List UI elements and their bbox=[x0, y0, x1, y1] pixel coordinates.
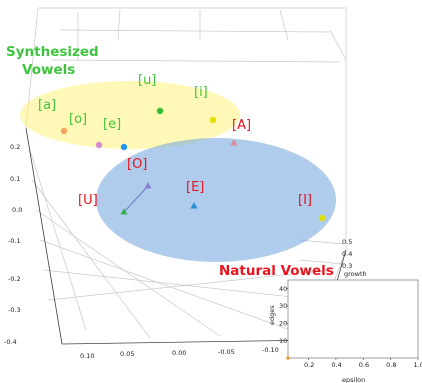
inset-y-tick-label: 30 bbox=[279, 302, 287, 310]
inset-y-label: edges bbox=[268, 305, 276, 325]
y-tick-label: 0.5 bbox=[342, 238, 352, 246]
inset-x-ticks: 0.2 0.4 0.6 0.8 1.0 bbox=[304, 358, 422, 369]
vowel-label-natural-i: [I] bbox=[298, 193, 312, 208]
synthesized-title-line1: Synthesized bbox=[6, 44, 99, 60]
3d-box-panes bbox=[25, 7, 347, 345]
x-tick-label: 0.00 bbox=[172, 349, 186, 357]
vowel-mark-natural-u bbox=[120, 208, 128, 215]
inset-x-tick-label: 0.4 bbox=[331, 361, 341, 369]
x-tick-label: -0.05 bbox=[218, 348, 235, 356]
vowel-mark-synth-u bbox=[156, 107, 164, 115]
inset-x-label: epsilon bbox=[342, 376, 365, 383]
z-tick-label: 0.1 bbox=[10, 175, 20, 183]
x-tick-label: 0.10 bbox=[80, 352, 94, 360]
y-tick-label: 0.3 bbox=[342, 262, 352, 270]
x-tick-label: 0.05 bbox=[120, 350, 134, 358]
vowel-label-synth-i: [i] bbox=[194, 85, 208, 100]
x-axis-ticks: 0.10 0.05 0.00 -0.05 -0.10 bbox=[80, 346, 279, 360]
z-tick-label: 0.2 bbox=[10, 143, 20, 151]
inset-chart: 10 20 30 40 0.2 0.4 0.6 0.8 1.0 epsilon edges bbox=[268, 279, 422, 383]
y-axis-ticks: 0.5 0.4 0.3 bbox=[342, 238, 352, 270]
vowel-mark-natural-a bbox=[230, 139, 238, 146]
x-tick-label: -0.10 bbox=[262, 346, 279, 354]
y-axis-label: growth bbox=[344, 270, 367, 278]
vowel-mark-natural-o bbox=[144, 182, 152, 189]
z-tick-label: -0.1 bbox=[8, 237, 21, 245]
inset-point bbox=[286, 356, 290, 360]
vowel-mark-synth-i bbox=[209, 116, 217, 124]
vowel-label-natural-e: [E] bbox=[186, 180, 204, 195]
inset-y-ticks: 10 20 30 40 bbox=[279, 285, 288, 345]
inset-y-tick-label: 40 bbox=[279, 285, 287, 293]
vowel-label-natural-u: [U] bbox=[78, 193, 98, 208]
vowel-label-natural-o: [O] bbox=[127, 157, 147, 172]
inset-x-tick-label: 1.0 bbox=[414, 361, 422, 369]
natural-vowels-cluster bbox=[96, 138, 336, 262]
vowel-mark-natural-e bbox=[190, 202, 198, 209]
natural-vowels-title: Natural Vowels bbox=[219, 263, 334, 279]
inset-y-tick-label: 20 bbox=[279, 320, 287, 328]
vowel-label-synth-u: [u] bbox=[138, 73, 156, 88]
z-tick-label: 0.0 bbox=[12, 206, 22, 214]
vowel-label-synth-e: [e] bbox=[103, 117, 121, 132]
synthesized-title-line2: Vowels bbox=[22, 62, 75, 78]
vowel-labels: [a] [o] [e] [u] [i] [A] [O] [E] [U] [I] bbox=[38, 73, 312, 208]
vowel-label-natural-a: [A] bbox=[232, 118, 251, 133]
vowel-marks bbox=[60, 107, 326, 222]
inset-plot-area bbox=[287, 279, 419, 359]
vowel-label-synth-o: [o] bbox=[69, 112, 87, 127]
inset-y-tick-label: 10 bbox=[279, 337, 287, 345]
inset-x-tick-label: 0.6 bbox=[359, 361, 369, 369]
vowel-mark-synth-o bbox=[95, 141, 103, 149]
synthesized-vowels-cluster bbox=[20, 81, 240, 149]
inset-points bbox=[286, 356, 290, 360]
y-tick-label: 0.4 bbox=[342, 250, 352, 258]
vowel-mark-synth-e bbox=[120, 143, 128, 151]
z-tick-label: -0.3 bbox=[8, 306, 21, 314]
vowel-mark-synth-a bbox=[60, 127, 68, 135]
o-u-connector bbox=[123, 185, 149, 213]
inset-x-tick-label: 0.2 bbox=[304, 361, 314, 369]
inset-x-tick-label: 0.8 bbox=[386, 361, 396, 369]
z-tick-label: -0.4 bbox=[4, 338, 17, 346]
vowel-label-synth-a: [a] bbox=[38, 98, 56, 113]
z-axis-ticks: 0.2 0.1 0.0 -0.1 -0.2 -0.3 -0.4 bbox=[4, 143, 22, 346]
z-tick-label: -0.2 bbox=[8, 275, 21, 283]
vowel-mark-natural-i bbox=[318, 214, 326, 222]
